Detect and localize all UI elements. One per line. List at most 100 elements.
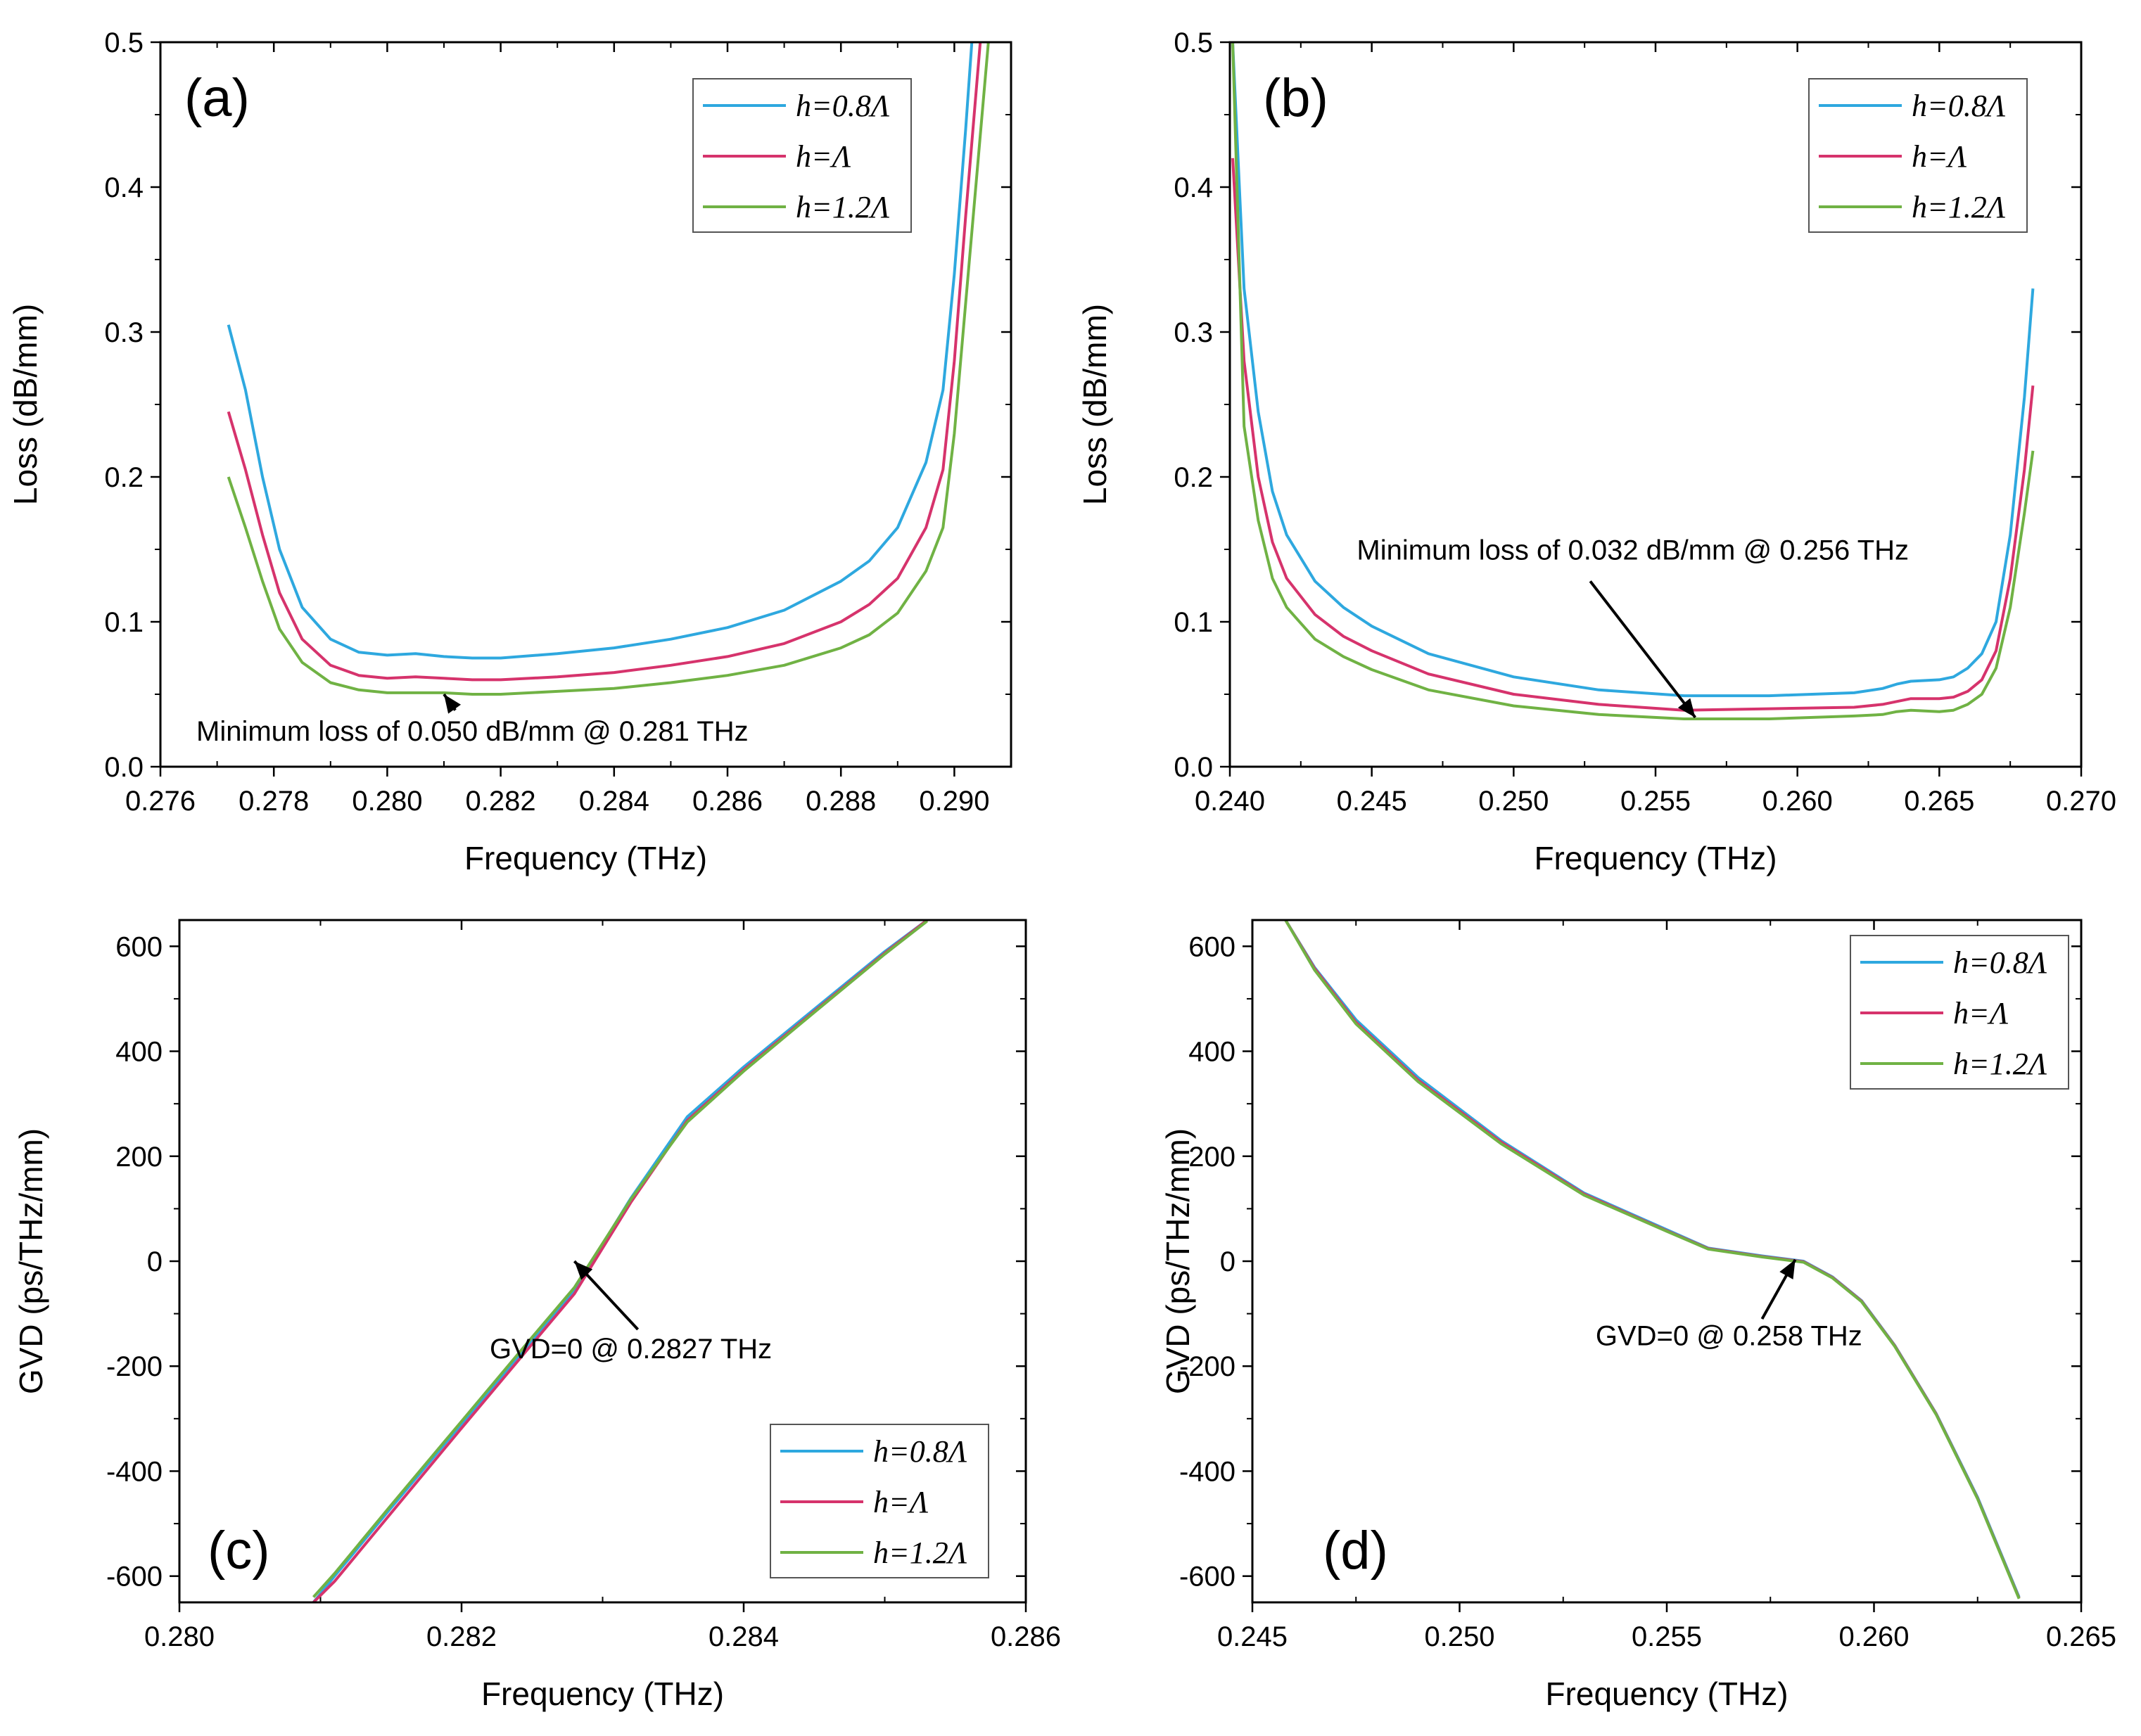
plot-frame — [159, 41, 1012, 768]
y-tick-label: 400 — [1188, 1037, 1235, 1068]
legend-label-1: h=0.8Λ — [1953, 945, 2047, 980]
series-line-2 — [1231, 158, 2035, 712]
y-tick-label: 400 — [115, 1037, 163, 1068]
legend-label-1: h=0.8Λ — [873, 1434, 967, 1469]
legend-label-2: h=Λ — [873, 1485, 929, 1519]
y-tick-label: -400 — [106, 1456, 163, 1487]
y-tick-label: -200 — [106, 1351, 163, 1382]
legend-label-3: h=1.2Λ — [1953, 1047, 2047, 1081]
legend-label-1: h=0.8Λ — [1912, 89, 2006, 123]
y-tick-label: -200 — [1179, 1351, 1235, 1382]
x-axis-title: Frequency (THz) — [1534, 840, 1777, 876]
x-tick-label: 0.240 — [1195, 786, 1265, 817]
legend-label-3: h=1.2Λ — [873, 1536, 967, 1570]
legend-label-2: h=Λ — [796, 139, 851, 174]
annotation-text: GVD=0 @ 0.2827 THz — [490, 1334, 772, 1365]
legend-label-2: h=Λ — [1953, 996, 2009, 1030]
x-axis-title: Frequency (THz) — [481, 1676, 724, 1712]
x-tick-label: 0.265 — [1904, 786, 1974, 817]
legend-label-2: h=Λ — [1912, 139, 1967, 174]
y-tick-label: 200 — [115, 1142, 163, 1173]
y-tick-label: -400 — [1179, 1456, 1235, 1487]
y-axis-title: GVD (ps/THz/mm) — [1160, 1128, 1196, 1394]
y-axis-title: Loss (dB/mm) — [7, 304, 44, 505]
annotation-arrow-shaft — [1589, 580, 1697, 719]
x-axis-title: Frequency (THz) — [464, 840, 707, 876]
x-tick-label: 0.250 — [1424, 1621, 1494, 1652]
y-tick-label: -600 — [106, 1562, 163, 1593]
x-tick-label: 0.245 — [1217, 1621, 1288, 1652]
panel-label: (d) — [1323, 1521, 1388, 1581]
x-tick-label: 0.255 — [1632, 1621, 1702, 1652]
x-tick-label: 0.286 — [991, 1621, 1061, 1652]
x-tick-label: 0.282 — [426, 1621, 497, 1652]
y-tick-label: 0.5 — [1174, 27, 1213, 58]
x-tick-label: 0.276 — [125, 786, 196, 817]
annotation-text: GVD=0 @ 0.258 THz — [1596, 1320, 1862, 1351]
series-group — [227, 42, 990, 696]
y-tick-label: 0.2 — [104, 462, 144, 493]
x-tick-label: 0.284 — [709, 1621, 779, 1652]
y-tick-label: 0.2 — [1174, 462, 1213, 493]
series-line-1 — [1231, 42, 2035, 698]
y-tick-label: 0.5 — [104, 27, 144, 58]
x-tick-label: 0.280 — [144, 1621, 215, 1652]
y-tick-label: 600 — [1188, 931, 1235, 962]
y-tick-label: 0.0 — [104, 752, 144, 783]
panel-b: 0.240 0.245 0.250 0.255 0.260 0.265 0.270 0.0 0.… — [1076, 27, 2116, 876]
legend: h=0.8Λ h=Λ h=1.2Λ — [1850, 935, 2069, 1090]
x-tick-label: 0.250 — [1478, 786, 1549, 817]
y-tick-label: 200 — [1188, 1142, 1235, 1173]
x-tick-label: 0.282 — [466, 786, 536, 817]
y-tick-label: 0.0 — [1174, 752, 1213, 783]
series-group — [1284, 920, 2021, 1600]
series-line-3 — [227, 42, 990, 696]
x-tick-label: 0.290 — [919, 786, 989, 817]
x-tick-label: 0.260 — [1762, 786, 1833, 817]
series-line-2 — [227, 42, 982, 682]
x-tick-label: 0.270 — [2046, 786, 2116, 817]
y-tick-label: 0 — [147, 1246, 163, 1277]
y-tick-label: 0.4 — [104, 172, 144, 203]
legend-label-3: h=1.2Λ — [796, 190, 890, 224]
legend: h=0.8Λ h=Λ h=1.2Λ — [770, 1424, 989, 1578]
plot-frame — [1251, 919, 2083, 1604]
y-tick-label: 0 — [1220, 1246, 1235, 1277]
x-tick-label: 0.280 — [352, 786, 422, 817]
y-axis-title: Loss (dB/mm) — [1076, 304, 1113, 505]
series-group — [312, 920, 928, 1602]
y-tick-label: 0.3 — [1174, 317, 1213, 348]
y-tick-label: 0.3 — [104, 317, 144, 348]
y-tick-label: -600 — [1179, 1562, 1235, 1593]
y-axis-title: GVD (ps/THz/mm) — [13, 1128, 49, 1394]
panel-c: 0.280 0.282 0.284 0.286 -600 -400 -200 0 200 400 6… — [13, 919, 1061, 1712]
legend-label-1: h=0.8Λ — [796, 89, 890, 123]
annotation-arrow-head — [444, 694, 462, 714]
y-tick-label: 600 — [115, 931, 163, 962]
y-tick-label: 0.1 — [1174, 607, 1213, 638]
panel-label: (a) — [184, 68, 250, 128]
series-line-3 — [312, 920, 928, 1598]
annotation-arrow-head — [1677, 698, 1696, 717]
annotation-arrow-head — [574, 1261, 593, 1280]
panel-label: (b) — [1263, 68, 1328, 128]
x-tick-label: 0.255 — [1620, 786, 1691, 817]
annotation-arrow-head — [1779, 1259, 1796, 1279]
legend: h=0.8Λ h=Λ h=1.2Λ — [692, 78, 912, 233]
x-axis-title: Frequency (THz) — [1545, 1676, 1788, 1712]
x-tick-label: 0.265 — [2046, 1621, 2116, 1652]
series-line-3 — [1231, 42, 2035, 720]
x-tick-label: 0.284 — [579, 786, 649, 817]
legend: h=0.8Λ h=Λ h=1.2Λ — [1808, 78, 2028, 233]
series-group — [1231, 42, 2035, 720]
x-tick-label: 0.286 — [692, 786, 763, 817]
series-line-3 — [1284, 920, 2021, 1600]
legend-label-3: h=1.2Λ — [1912, 190, 2006, 224]
plot-frame — [1228, 41, 2083, 768]
plot-frame — [178, 919, 1027, 1604]
x-tick-label: 0.260 — [1838, 1621, 1909, 1652]
x-tick-label: 0.288 — [806, 786, 876, 817]
series-line-1 — [227, 42, 974, 660]
panel-label: (c) — [208, 1521, 270, 1581]
